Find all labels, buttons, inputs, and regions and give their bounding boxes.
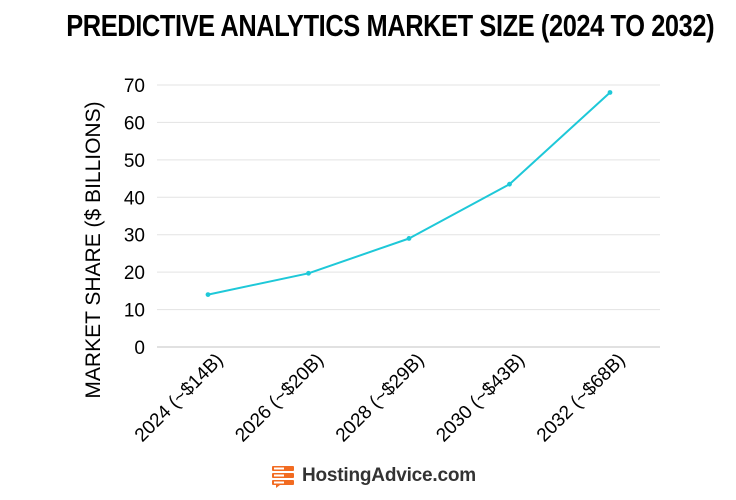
y-tick-label: 70 xyxy=(124,76,145,97)
data-point xyxy=(205,292,211,297)
data-point xyxy=(507,181,512,187)
y-tick-label: 10 xyxy=(124,301,145,322)
x-tick-label: 2024 (~$14B) xyxy=(131,350,228,447)
series xyxy=(205,90,613,297)
hostingadvice-logo: HostingAdvice.com xyxy=(271,462,476,490)
x-tick-label: 2026 (~$20B) xyxy=(231,350,328,447)
y-tick-label: 60 xyxy=(124,113,145,134)
x-tick-labels: 2024 (~$14B) 2026 (~$20B) 2028 (~$29B) 2030… xyxy=(131,350,630,447)
logo-text: HostingAdvice.com xyxy=(302,465,476,486)
y-tick-label: 30 xyxy=(124,226,145,247)
y-tick-label: 20 xyxy=(124,263,145,284)
gridlines xyxy=(157,84,660,311)
hosting-advice-logo-icon xyxy=(272,466,294,488)
y-tick-label: 40 xyxy=(124,188,145,209)
y-tick-label: 50 xyxy=(124,151,145,172)
y-axis-title: MARKET SHARE ($ BILLIONS) xyxy=(82,101,105,398)
x-tick-label: 2030 (~$43B) xyxy=(432,350,529,447)
data-point xyxy=(306,270,311,276)
data-point xyxy=(607,90,613,95)
data-point xyxy=(406,236,412,241)
y-tick-labels: 0 10 20 30 40 50 60 70 xyxy=(124,76,145,359)
y-tick-label: 0 xyxy=(134,338,145,359)
chart-title: PREDICTIVE ANALYTICS MARKET SIZE (2024 T… xyxy=(66,8,715,43)
x-tick-label: 2032 (~$68B) xyxy=(533,350,630,447)
x-tick-label: 2028 (~$29B) xyxy=(332,350,429,447)
